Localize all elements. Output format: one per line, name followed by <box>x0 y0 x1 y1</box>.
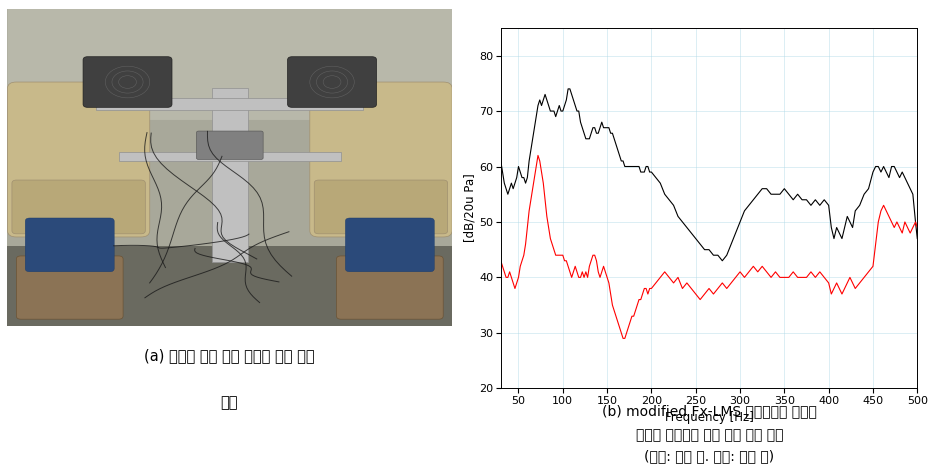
Text: (흑색: 적용 전. 적색: 적용 후): (흑색: 적용 전. 적색: 적용 후) <box>644 450 775 464</box>
FancyBboxPatch shape <box>314 180 447 234</box>
FancyBboxPatch shape <box>345 218 434 272</box>
FancyBboxPatch shape <box>17 256 124 319</box>
FancyBboxPatch shape <box>7 0 452 120</box>
Bar <box>119 152 341 161</box>
FancyBboxPatch shape <box>83 57 172 107</box>
Text: 능동형 소음저감 기술 적용 전후 비교: 능동형 소음저감 기술 적용 전후 비교 <box>636 428 783 442</box>
FancyBboxPatch shape <box>337 256 444 319</box>
Bar <box>7 246 452 326</box>
X-axis label: Frequency [Hz]: Frequency [Hz] <box>665 412 753 425</box>
Y-axis label: [dB/20u Pa]: [dB/20u Pa] <box>463 174 476 242</box>
FancyBboxPatch shape <box>25 218 114 272</box>
FancyBboxPatch shape <box>12 180 145 234</box>
FancyBboxPatch shape <box>197 131 263 159</box>
Text: (a) 능동형 소음 저감 시스템 실내 실험: (a) 능동형 소음 저감 시스템 실내 실험 <box>144 348 314 363</box>
Bar <box>96 98 363 111</box>
Text: 환경: 환경 <box>221 395 238 410</box>
FancyBboxPatch shape <box>7 82 150 237</box>
FancyBboxPatch shape <box>310 82 452 237</box>
Text: (b) modified Fx-LMS 알고리즘을 이용한: (b) modified Fx-LMS 알고리즘을 이용한 <box>602 405 817 418</box>
Bar <box>212 88 247 262</box>
FancyBboxPatch shape <box>287 57 376 107</box>
